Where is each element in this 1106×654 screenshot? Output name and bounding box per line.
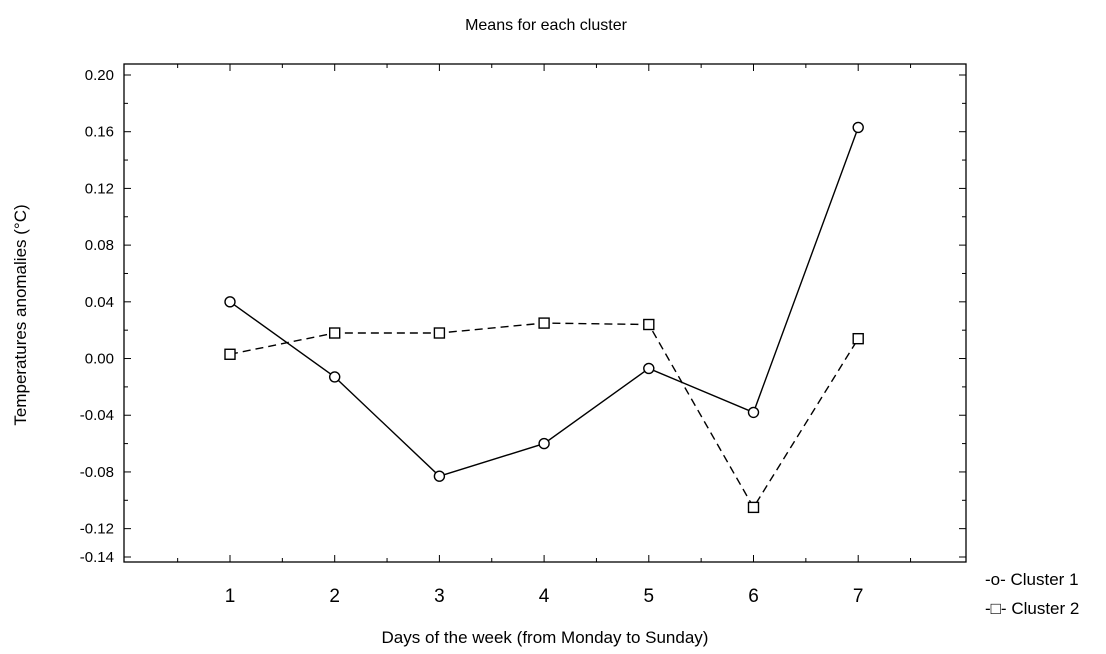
data-point-cluster-2 (643, 318, 655, 331)
data-point-cluster-1 (329, 371, 341, 383)
series-line-2 (229, 322, 859, 509)
y-tick-label: -0.12 (80, 521, 114, 538)
data-point-cluster-1 (747, 406, 760, 419)
plot-area (123, 63, 967, 563)
data-point-cluster-1 (224, 296, 236, 308)
data-point-cluster-1 (433, 470, 446, 482)
y-tick-label: 0.04 (85, 294, 114, 311)
y-tick-label: -0.14 (80, 549, 114, 566)
x-tick-label: 3 (434, 586, 445, 607)
x-axis: 1 2 3 4 5 6 7 (177, 64, 912, 607)
series-line-1 (229, 127, 859, 477)
x-tick-label: 4 (539, 586, 550, 607)
data-point-cluster-2 (433, 327, 446, 339)
y-tick-label: 0.20 (85, 67, 114, 84)
data-point-cluster-2 (747, 501, 760, 514)
x-tick-label: 1 (225, 586, 236, 607)
y-axis: 0.20 0.16 0.12 0.08 0.04 0.00 -0.04 -0.08 -0.12 -… (80, 67, 966, 566)
y-axis-label: Temperatures anomalies (°C) (11, 204, 30, 425)
x-tick-label: 6 (748, 586, 759, 607)
x-tick-label: 5 (644, 586, 655, 607)
y-tick-label: 0.08 (85, 237, 114, 254)
series-layer (224, 121, 864, 514)
legend: -o- Cluster 1 -□- Cluster 2 (985, 570, 1079, 618)
y-tick-label: 0.12 (85, 180, 114, 197)
data-point-cluster-1 (538, 437, 550, 450)
legend-entry-cluster-1: -o- Cluster 1 (985, 570, 1079, 589)
data-point-cluster-2 (329, 327, 341, 339)
x-tick-label: 2 (329, 586, 340, 607)
chart-title: Means for each cluster (465, 17, 628, 34)
data-point-cluster-2 (852, 332, 864, 345)
y-tick-label: 0.00 (85, 351, 114, 368)
x-tick-label: 7 (853, 586, 864, 607)
data-point-cluster-2 (538, 317, 550, 329)
y-tick-label: -0.04 (80, 407, 114, 424)
data-point-cluster-2 (224, 348, 236, 360)
y-tick-label: -0.08 (80, 464, 114, 481)
x-axis-label: Days of the week (from Monday to Sunday) (382, 628, 709, 647)
data-point-cluster-1 (852, 121, 864, 134)
y-tick-label: 0.16 (85, 124, 114, 141)
data-point-cluster-1 (643, 362, 655, 375)
legend-entry-cluster-2: -□- Cluster 2 (985, 599, 1079, 618)
